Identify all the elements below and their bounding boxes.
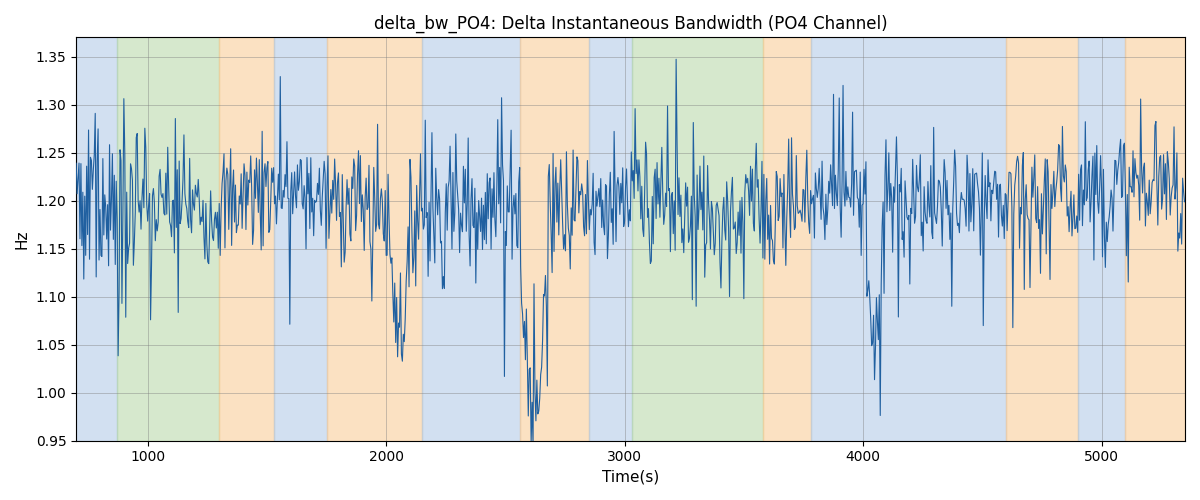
Bar [326, 38, 422, 440]
Bar [422, 38, 520, 440]
Y-axis label: Hz: Hz [14, 230, 30, 249]
Bar [274, 38, 326, 440]
Bar [1078, 38, 1126, 440]
Bar [763, 38, 811, 440]
Bar [631, 38, 763, 440]
Bar [520, 38, 589, 440]
Title: delta_bw_PO4: Delta Instantaneous Bandwidth (PO4 Channel): delta_bw_PO4: Delta Instantaneous Bandwi… [373, 15, 887, 34]
Bar [811, 38, 1006, 440]
Bar [1126, 38, 1186, 440]
Bar [76, 38, 116, 440]
Bar [589, 38, 631, 440]
X-axis label: Time(s): Time(s) [602, 470, 659, 485]
Bar [116, 38, 220, 440]
Bar [1006, 38, 1078, 440]
Bar [220, 38, 274, 440]
